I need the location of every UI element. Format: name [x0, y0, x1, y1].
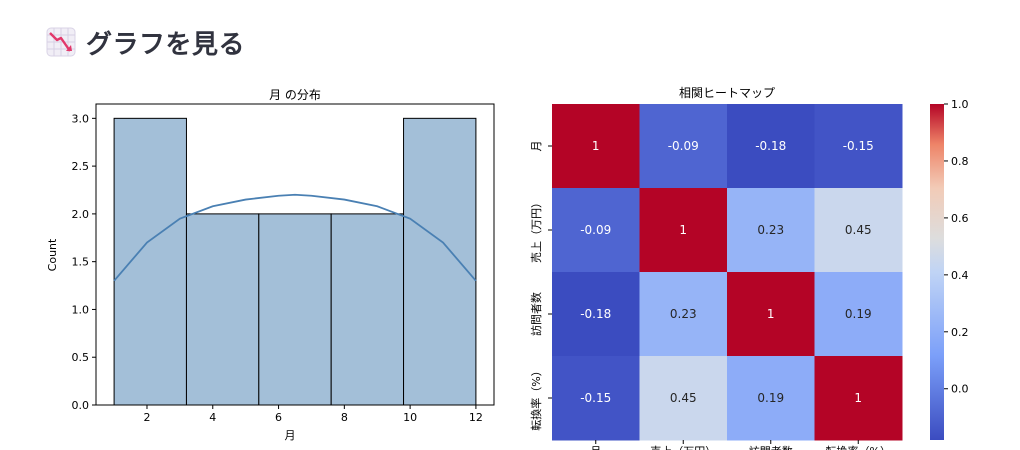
heatmap-col-label: 転換率（%）	[826, 444, 891, 450]
page-header: グラフを見る	[46, 22, 245, 62]
heatmap-value-label: 0.45	[670, 391, 697, 405]
heatmap-value-label: 0.19	[757, 391, 784, 405]
histogram-chart: 月 の分布 2 4 6 8 10 12 0.0 0.5 1.0 1.5 2.0 2.5 3.0 月 C…	[46, 88, 495, 442]
histogram-bar	[403, 117, 477, 406]
histogram-title: 月 の分布	[269, 88, 321, 102]
x-tick-label: 6	[275, 411, 282, 424]
heatmap-value-label: 0.23	[670, 307, 697, 321]
heatmap-value-label: 1	[767, 307, 775, 321]
heatmap-cell	[552, 104, 640, 189]
histogram-bar	[330, 213, 405, 406]
histogram-x-axis-label: 月	[285, 429, 296, 442]
heatmap-col-label: 訪問者数	[749, 444, 793, 450]
colorbar-tick-label: 0.4	[951, 269, 969, 282]
heatmap-cell	[639, 272, 728, 357]
heatmap-cell	[552, 188, 640, 273]
y-tick-label: 1.5	[72, 256, 90, 269]
heatmap-title: 相関ヒートマップ	[679, 86, 775, 100]
heatmap-value-label: 0.19	[845, 307, 872, 321]
colorbar-tick-label: 0.0	[951, 383, 969, 396]
colorbar	[930, 104, 944, 440]
heatmap-value-label: -0.15	[580, 391, 611, 405]
heatmap-cell	[814, 272, 903, 357]
y-tick-label: 1.0	[72, 303, 90, 316]
heatmap-value-label: -0.09	[668, 139, 699, 153]
heatmap-cell	[814, 188, 903, 273]
heatmap-cell	[727, 104, 815, 189]
heatmap-cell	[639, 104, 728, 189]
heatmap-value-label: -0.18	[580, 307, 611, 321]
chart-decreasing-icon	[46, 27, 76, 57]
heatmap-value-label: 1	[679, 223, 687, 237]
histogram-y-axis-label: Count	[46, 238, 59, 271]
heatmap-row-label: 訪問者数	[529, 292, 543, 336]
histogram-bar	[258, 213, 332, 406]
x-tick-label: 2	[143, 411, 150, 424]
colorbar-tick-label: 0.8	[951, 155, 969, 168]
colorbar-tick-label: 0.6	[951, 212, 969, 225]
heatmap-row-label: 転換率（%）	[529, 365, 543, 430]
heatmap-cell	[727, 272, 815, 357]
heatmap-col-label: 月	[590, 445, 601, 450]
colorbar-tick-label: 0.2	[951, 326, 969, 339]
y-tick-label: 2.0	[72, 208, 90, 221]
heatmap-cell	[727, 356, 815, 441]
x-tick-label: 12	[469, 411, 483, 424]
page-title: グラフを見る	[86, 29, 246, 60]
heatmap-cell	[639, 356, 728, 441]
heatmap-value-label: 0.23	[757, 223, 784, 237]
heatmap-value-label: -0.15	[843, 139, 874, 153]
heatmap-cell	[727, 188, 815, 273]
x-tick-label: 8	[341, 411, 348, 424]
heatmap-row-label: 月	[530, 141, 543, 152]
colorbar-tick-label: 1.0	[951, 98, 969, 111]
heatmap-cell	[552, 272, 640, 357]
heatmap-value-label: -0.09	[580, 223, 611, 237]
histogram-bar	[185, 213, 260, 406]
y-tick-label: 0.5	[72, 351, 90, 364]
kde-line	[113, 193, 477, 282]
y-tick-label: 3.0	[72, 112, 90, 125]
x-tick-label: 4	[209, 411, 216, 424]
histogram-bar	[113, 117, 187, 406]
heatmap-cell	[814, 356, 903, 441]
heatmap-value-label: 1	[592, 139, 600, 153]
heatmap-value-label: 1	[854, 391, 862, 405]
x-tick-label: 10	[403, 411, 417, 424]
heatmap-chart: 相関ヒートマップ 1 -0.09 -0.18 -0.15 -0.09 1 0.23 0.45 -…	[529, 86, 969, 450]
heatmap-row-label: 売上（万円）	[530, 197, 543, 263]
heatmap-cell	[814, 104, 903, 189]
histogram-plot-frame	[95, 103, 495, 406]
heatmap-col-label: 売上（万円）	[650, 445, 716, 450]
heatmap-value-label: 0.45	[845, 223, 872, 237]
heatmap-value-label: -0.18	[755, 139, 786, 153]
heatmap-cell	[639, 188, 728, 273]
y-tick-label: 0.0	[72, 399, 90, 412]
y-tick-label: 2.5	[72, 160, 90, 173]
heatmap-cell	[552, 356, 640, 441]
